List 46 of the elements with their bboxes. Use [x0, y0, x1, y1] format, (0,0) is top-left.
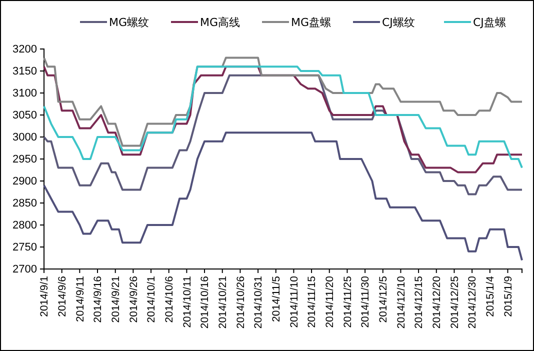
y-tick-label: 3000 [12, 132, 37, 144]
x-tick-label: 2014/9/1 [38, 276, 51, 317]
x-tick-label: 2014/10/21 [217, 276, 230, 329]
x-tick-label: 2014/11/30 [360, 276, 372, 328]
x-tick-label: 2014/9/11 [74, 276, 86, 322]
x-tick-label: 2014/12/25 [448, 276, 461, 329]
legend-label: MG螺纹 [109, 16, 150, 29]
y-tick-label: 3150 [12, 66, 37, 78]
y-tick-label: 3200 [12, 44, 37, 56]
y-tick-label: 2850 [12, 198, 37, 210]
x-tick-label: 2014/10/31 [252, 276, 265, 329]
x-tick-label: 2014/9/6 [56, 276, 69, 317]
x-tick-label: 2014/12/5 [378, 276, 390, 323]
x-tick-label: 2014/10/1 [146, 276, 158, 323]
x-tick-label: 2015/1/9 [502, 276, 514, 317]
y-tick-label: 2800 [12, 220, 37, 232]
y-tick-label: 3050 [12, 110, 37, 122]
x-tick-label: 2015/1/4 [484, 276, 497, 317]
line-series [43, 56, 523, 147]
x-tick-label: 2014/9/21 [110, 276, 122, 323]
x-tick-label: 2014/11/15 [306, 276, 318, 328]
y-tick-label: 2700 [12, 264, 37, 276]
x-tick-label: 2014/10/26 [234, 276, 247, 329]
x-tick-label: 2014/11/20 [324, 276, 336, 328]
x-tick-label: 2014/9/26 [128, 276, 140, 323]
line-series [43, 74, 523, 196]
y-tick-label: 3100 [12, 88, 37, 100]
x-tick-label: 2014/12/10 [395, 276, 408, 329]
x-tick-label: 2014/12/30 [466, 276, 479, 329]
x-tick-label: 2014/11/10 [288, 276, 300, 328]
y-tick-label: 2900 [12, 176, 37, 188]
line-series [43, 132, 523, 262]
legend-label: MG盘螺 [291, 16, 332, 29]
x-tick-label: 2014/10/11 [181, 276, 194, 328]
x-tick-label: 2014/12/15 [413, 276, 426, 329]
x-tick-label: 2014/12/20 [431, 276, 444, 329]
legend-label: MG高线 [200, 16, 240, 29]
x-tick-label: 2014/9/16 [92, 276, 104, 323]
y-tick-label: 2750 [12, 242, 37, 254]
x-tick-label: 2014/11/25 [342, 276, 354, 328]
x-tick-label: 2014/11/5 [270, 276, 283, 322]
legend-label: CJ盘螺 [473, 16, 506, 29]
legend-label: CJ螺纹 [382, 16, 415, 29]
x-tick-label: 2014/10/16 [199, 276, 212, 329]
y-tick-label: 2950 [12, 154, 37, 166]
x-tick-label: 2014/10/6 [164, 276, 176, 323]
